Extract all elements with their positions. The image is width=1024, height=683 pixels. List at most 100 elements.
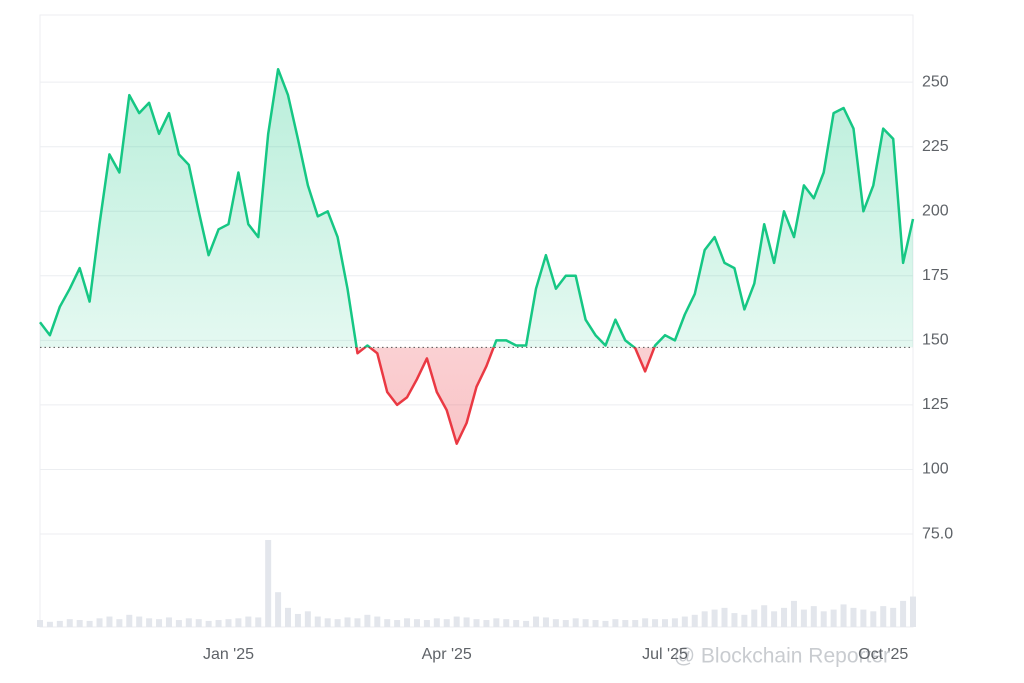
- volume-bar: [820, 611, 827, 627]
- volume-bar: [642, 618, 649, 627]
- y-tick-label: 100: [922, 461, 949, 478]
- volume-bar: [136, 616, 143, 627]
- y-tick-label: 150: [922, 332, 949, 349]
- volume-bar: [771, 611, 778, 627]
- volume-bar: [334, 619, 341, 627]
- volume-bar: [830, 609, 837, 627]
- volume-bar: [523, 620, 530, 627]
- volume-bar: [880, 606, 887, 627]
- volume-bar: [731, 613, 738, 627]
- volume-bar: [612, 619, 619, 627]
- volume-bar: [443, 619, 450, 627]
- price-line-up: [39, 67, 915, 348]
- x-tick-label: Oct '25: [858, 646, 908, 663]
- volume-bar: [503, 619, 510, 627]
- volume-bar: [602, 620, 609, 627]
- volume-bar: [652, 619, 659, 627]
- volume-bar: [493, 618, 500, 627]
- volume-bar: [56, 620, 63, 627]
- volume-bar: [86, 620, 93, 627]
- volume-bar: [860, 609, 867, 627]
- volume-bar: [751, 609, 758, 627]
- area-up: [40, 69, 913, 348]
- volume-bar: [225, 619, 232, 627]
- volume-bar: [106, 616, 113, 627]
- volume-bar: [681, 616, 688, 627]
- y-tick-label: 75.0: [922, 525, 953, 542]
- volume-bar: [146, 618, 153, 627]
- volume-bar: [433, 618, 440, 627]
- volume-bar: [423, 620, 430, 627]
- volume-bar: [800, 609, 807, 627]
- volume-bar: [404, 618, 411, 627]
- volume-bar: [572, 618, 579, 627]
- volume-bar: [175, 620, 182, 627]
- volume-bar: [870, 611, 877, 627]
- volume-bar: [76, 620, 83, 627]
- volume-bar: [364, 614, 371, 627]
- volume-bar: [304, 611, 311, 627]
- volume-bar: [195, 619, 202, 627]
- volume-bar: [701, 611, 708, 627]
- y-tick-label: 175: [922, 267, 949, 284]
- y-tick-label: 250: [922, 73, 949, 90]
- volume-bar: [691, 614, 698, 627]
- x-tick-label: Jul '25: [642, 646, 688, 663]
- y-tick-label: 225: [922, 138, 949, 155]
- volume-bar: [96, 618, 103, 627]
- volume-bar: [622, 620, 629, 627]
- volume-bar: [840, 604, 847, 627]
- volume-bar: [394, 620, 401, 627]
- volume-bar: [592, 620, 599, 627]
- volume-bar: [235, 618, 242, 627]
- volume-bar: [265, 540, 272, 627]
- volume-bar: [533, 616, 540, 627]
- volume-bar: [483, 620, 490, 627]
- x-tick-label: Jan '25: [203, 646, 254, 663]
- volume-bar: [790, 600, 797, 627]
- volume-bar: [215, 620, 222, 627]
- volume-bar: [275, 592, 282, 627]
- volume-bar: [850, 607, 857, 627]
- volume-bar: [165, 617, 172, 627]
- price-line-down: [355, 347, 656, 445]
- volume-bar: [910, 596, 916, 627]
- volume-bar: [761, 605, 768, 627]
- volume-bar: [661, 619, 668, 627]
- volume-bar: [66, 619, 73, 627]
- volume-bar: [46, 621, 53, 627]
- volume-bar: [37, 620, 43, 627]
- volume-bar: [116, 619, 123, 627]
- volume-bar: [294, 613, 301, 627]
- volume-bar: [741, 614, 748, 627]
- volume-bar: [552, 619, 559, 627]
- volume-bar: [513, 620, 520, 627]
- volume-bar: [384, 619, 391, 627]
- volume-bar: [374, 616, 381, 627]
- watermark: @ Blockchain Reporter: [674, 645, 890, 668]
- volume-bar: [890, 607, 897, 627]
- volume-bar: [245, 616, 252, 627]
- volume-bar: [721, 607, 728, 627]
- volume-bar: [126, 614, 133, 627]
- volume-bar: [413, 619, 420, 627]
- volume-bar: [711, 609, 718, 627]
- volume-bar: [781, 607, 788, 627]
- volume-bar: [632, 620, 639, 627]
- volume-bar: [562, 620, 569, 627]
- y-tick-label: 125: [922, 396, 949, 413]
- volume-bar: [473, 619, 480, 627]
- volume-bar: [285, 607, 292, 627]
- volume-bar: [463, 617, 470, 627]
- volume-bar: [314, 616, 321, 627]
- volume-bar: [185, 618, 192, 627]
- volume-bar: [324, 618, 331, 627]
- volume-bar: [255, 617, 262, 627]
- volume-bar: [453, 616, 460, 627]
- volume-bar: [542, 617, 549, 627]
- volume-bar: [900, 600, 907, 627]
- volume-bar: [156, 619, 163, 627]
- volume-bar: [810, 606, 817, 627]
